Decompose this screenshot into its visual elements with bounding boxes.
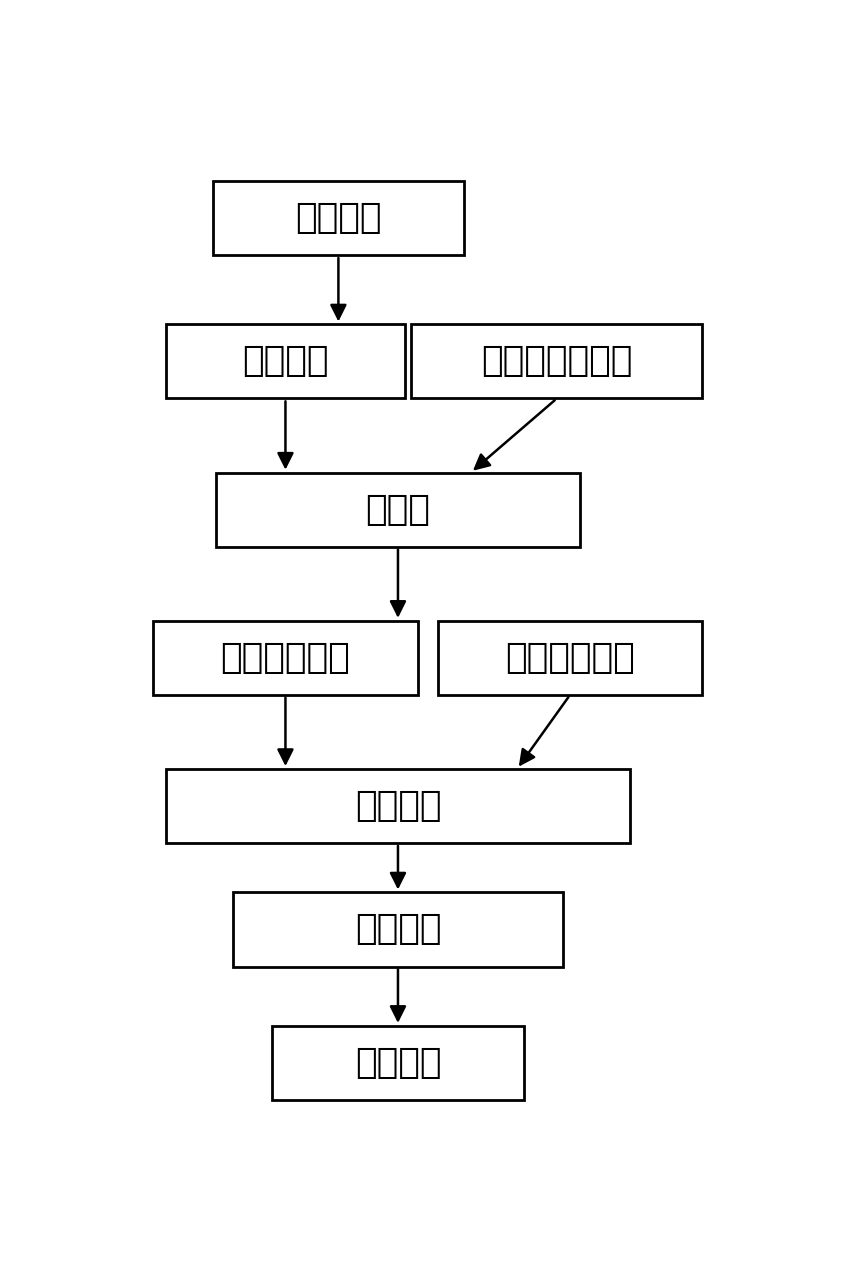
Bar (411, 325, 702, 399)
Bar (232, 893, 563, 966)
Text: 输入信号: 输入信号 (295, 201, 381, 235)
Text: 构造预编码矩阵: 构造预编码矩阵 (480, 344, 632, 378)
Text: 并串变换: 并串变换 (354, 912, 441, 947)
Text: 压扩处理: 压扩处理 (354, 789, 441, 822)
Text: 构造压扩函数: 构造压扩函数 (505, 640, 634, 675)
Text: 预编码: 预编码 (365, 493, 430, 526)
Bar (216, 472, 579, 547)
Text: 添加循环前缀: 添加循环前缀 (220, 640, 350, 675)
Bar (437, 621, 701, 695)
Bar (166, 325, 404, 399)
Text: 串并变换: 串并变换 (242, 344, 328, 378)
Bar (166, 769, 629, 843)
Bar (272, 1026, 523, 1100)
Text: 输出信号: 输出信号 (354, 1046, 441, 1080)
Bar (153, 621, 417, 695)
Bar (212, 181, 464, 255)
